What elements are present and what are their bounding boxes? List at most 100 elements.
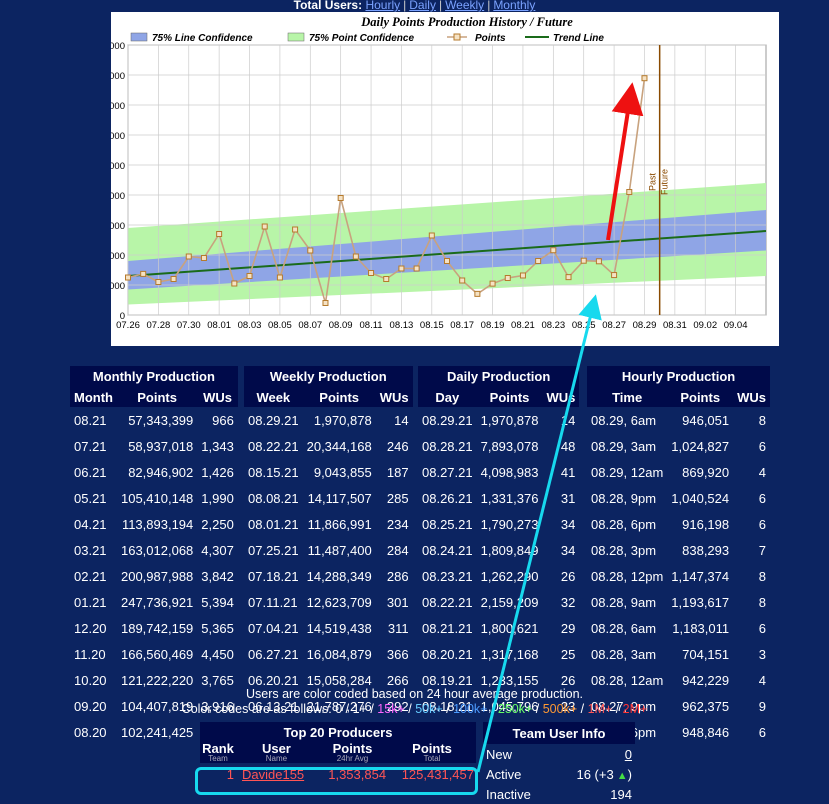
chart-svg: 0 1,000,000 2,000,000 3,000,000 4,000,000 5,0… <box>111 15 767 331</box>
x-tick-label: 08.31 <box>663 320 687 331</box>
color-code-0: 0 <box>335 702 343 716</box>
data-point <box>519 272 526 279</box>
weekly-cell: 286 <box>386 568 409 584</box>
weekly-cell: 06.13.21 <box>248 698 299 714</box>
data-point <box>352 253 359 260</box>
weekly-cell: 11,487,400 <box>307 542 372 558</box>
hourly-cell: 1,024,827 <box>671 438 730 454</box>
monthly-cell: 1,343 <box>201 438 234 454</box>
color-code-7: 1M+ <box>587 702 613 716</box>
weekly-cell: 07.18.21 <box>248 568 299 584</box>
table-row: 10.20 121,222,220 3,765 <box>70 667 238 693</box>
x-tick-label: 08.07 <box>298 320 322 331</box>
hourly-cell: 869,920 <box>682 464 730 480</box>
top20-producers-table: Top 20 Producers Rank Team User Name Point… <box>200 722 476 785</box>
table-row: 11.20 166,560,469 4,450 <box>70 641 238 667</box>
x-tick-label: 09.02 <box>693 320 717 331</box>
monthly-cell: 166,560,469 <box>120 646 194 662</box>
daily-cell: 48 <box>560 438 576 454</box>
monthly-cell: 08.20 <box>74 724 107 740</box>
hourly-cell: 6 <box>758 438 767 454</box>
weekly-cell: 12,623,709 <box>306 594 372 610</box>
data-point <box>565 274 572 281</box>
weekly-cell: 08.29.21 <box>248 412 299 428</box>
hourly-cell: 8 <box>758 594 767 610</box>
producer-rank: 1 <box>226 766 234 782</box>
hourly-cell: 946,051 <box>682 412 730 428</box>
x-tick-label: 08.01 <box>207 320 231 331</box>
hourly-cell: 6 <box>758 724 767 740</box>
weekly-title: Weekly Production <box>244 366 413 387</box>
hourly-cell: 6 <box>758 516 767 532</box>
producer-user-link[interactable]: Davide155 <box>242 766 305 782</box>
inactive-label: Inactive <box>486 786 531 802</box>
daily-cell: 08.24.21 <box>422 542 473 558</box>
monthly-cell: 06.21 <box>74 464 107 480</box>
table-row: 08.26.21 1,331,376 31 <box>418 485 579 511</box>
y-tick-label: 9,000,000 <box>111 41 125 52</box>
weekly-cell: 21,787,276 <box>306 698 372 714</box>
monthly-link[interactable]: Monthly <box>493 0 536 12</box>
table-row: 08.29, 6am 946,051 8 <box>587 407 770 433</box>
hourly-cell: 08.28, 9pm <box>591 490 657 506</box>
x-tick-label: 08.19 <box>481 320 505 331</box>
hourly-cell: 08.28, 3pm <box>591 542 657 558</box>
daily-cell: 08.28.21 <box>422 438 473 454</box>
data-point <box>200 255 207 261</box>
producer-total: 125,431,457 <box>401 766 474 782</box>
daily-cell: 1,317,168 <box>480 646 539 662</box>
data-point <box>231 280 238 287</box>
daily-cell: 08.29.21 <box>422 412 473 428</box>
daily-link[interactable]: Daily <box>409 0 436 12</box>
data-point <box>383 276 390 282</box>
data-point <box>261 223 268 230</box>
weekly-cell: 16,084,879 <box>306 646 372 662</box>
future-label: Future <box>660 169 670 195</box>
monthly-cell: 121,222,220 <box>120 672 194 688</box>
table-row: 07.25.21 11,487,400 284 <box>244 537 413 563</box>
weekly-cell: 08.01.21 <box>248 516 299 532</box>
table-row: 08.28, 9am 1,193,617 8 <box>587 589 770 615</box>
table-row: 08.29.21 1,970,878 14 <box>418 407 579 433</box>
weekly-cell: 366 <box>386 646 409 662</box>
table-row: 08.28, 6am 1,183,011 6 <box>587 615 770 641</box>
daily-cell: 34 <box>560 542 576 558</box>
daily-cell: 4,098,983 <box>480 464 539 480</box>
monthly-cell: 04.21 <box>74 516 107 532</box>
table-row: 09.20 104,407,819 3,916 <box>70 693 238 719</box>
data-point <box>413 265 420 272</box>
color-code-2: 15k+ <box>377 702 405 716</box>
new-count-link[interactable]: 0 <box>624 746 632 762</box>
weekly-cell: 14,117,507 <box>307 490 372 506</box>
table-row: 08.23.21 1,262,290 26 <box>418 563 579 589</box>
daily-cell: 2,159,209 <box>480 594 539 610</box>
monthly-cell: 966 <box>212 412 234 428</box>
data-point <box>550 247 557 254</box>
weekly-cell: 301 <box>386 594 409 610</box>
hourly-cell: 4 <box>758 464 767 480</box>
monthly-cell: 08.21 <box>74 412 107 428</box>
hourly-link[interactable]: Hourly <box>365 0 401 12</box>
data-point <box>641 75 648 82</box>
data-point <box>535 257 542 264</box>
hourly-cell: 1,147,374 <box>671 568 730 584</box>
weekly-cell: 284 <box>386 542 409 558</box>
weekly-link[interactable]: Weekly <box>445 0 485 12</box>
table-row: 08.27, 9pm 962,375 9 <box>587 693 770 719</box>
weekly-cell: 07.04.21 <box>248 620 299 636</box>
monthly-cell: 01.21 <box>74 594 107 610</box>
x-tick-label: 07.26 <box>116 320 140 331</box>
data-point <box>580 257 587 264</box>
monthly-cell: 09.20 <box>74 698 107 714</box>
color-code-8: 2M+ <box>622 702 648 716</box>
x-tick-label: 08.27 <box>602 320 626 331</box>
y-tick-label: 8,000,000 <box>111 71 125 82</box>
hourly-cell: 1,193,617 <box>671 594 730 610</box>
y-tick-label: 4,000,000 <box>111 191 125 202</box>
hourly-cell: 08.27, 9pm <box>591 698 657 714</box>
monthly-cell: 5,394 <box>201 594 234 610</box>
weekly-cell: 15,058,284 <box>306 672 372 688</box>
weekly-cell: 187 <box>386 464 409 480</box>
color-code-6: 500k+ <box>542 702 578 716</box>
hourly-cell: 8 <box>758 412 767 428</box>
